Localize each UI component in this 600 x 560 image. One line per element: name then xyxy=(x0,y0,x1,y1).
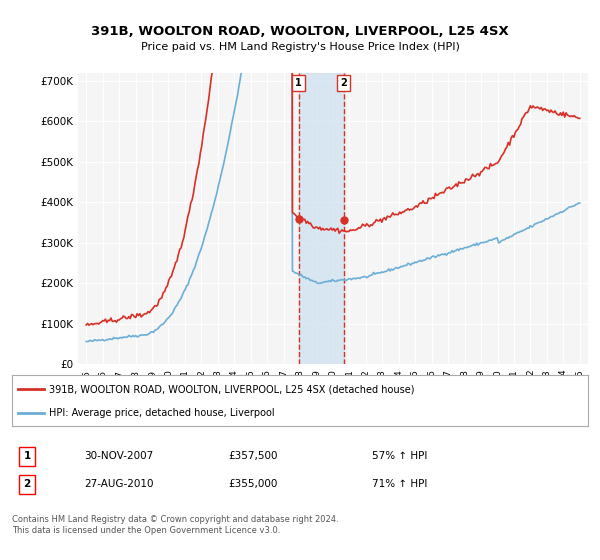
Text: 30-NOV-2007: 30-NOV-2007 xyxy=(84,451,153,461)
Text: 1: 1 xyxy=(295,78,302,88)
Text: 391B, WOOLTON ROAD, WOOLTON, LIVERPOOL, L25 4SX: 391B, WOOLTON ROAD, WOOLTON, LIVERPOOL, … xyxy=(91,25,509,38)
Text: 71% ↑ HPI: 71% ↑ HPI xyxy=(372,479,427,489)
Text: 391B, WOOLTON ROAD, WOOLTON, LIVERPOOL, L25 4SX (detached house): 391B, WOOLTON ROAD, WOOLTON, LIVERPOOL, … xyxy=(49,384,415,394)
Text: 57% ↑ HPI: 57% ↑ HPI xyxy=(372,451,427,461)
Text: Price paid vs. HM Land Registry's House Price Index (HPI): Price paid vs. HM Land Registry's House … xyxy=(140,42,460,52)
Text: 2: 2 xyxy=(23,479,31,489)
Text: 2: 2 xyxy=(340,78,347,88)
Text: 1: 1 xyxy=(23,451,31,461)
Text: HPI: Average price, detached house, Liverpool: HPI: Average price, detached house, Live… xyxy=(49,408,275,418)
Text: 27-AUG-2010: 27-AUG-2010 xyxy=(84,479,154,489)
Text: £355,000: £355,000 xyxy=(228,479,277,489)
Text: £357,500: £357,500 xyxy=(228,451,277,461)
Text: Contains HM Land Registry data © Crown copyright and database right 2024.
This d: Contains HM Land Registry data © Crown c… xyxy=(12,515,338,535)
Bar xyxy=(299,73,344,364)
